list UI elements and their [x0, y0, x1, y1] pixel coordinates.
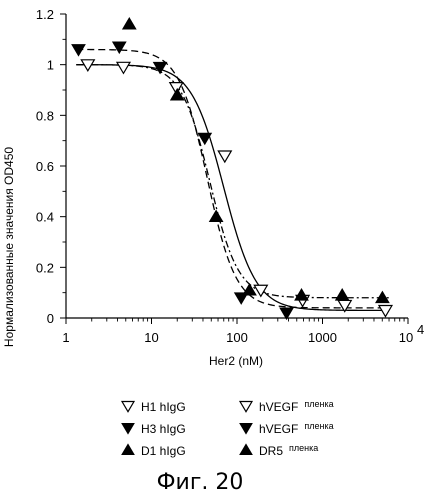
data-point-d1	[208, 209, 224, 223]
x-tick-label: 10	[399, 330, 413, 345]
x-tick-label: 10	[144, 330, 158, 345]
axes	[65, 14, 408, 319]
fit-curve-d1	[76, 64, 390, 299]
x-axis-title: Her2 (nM)	[209, 354, 263, 368]
data-point-d1	[169, 87, 185, 101]
y-tick-label: 1.2	[36, 7, 54, 22]
data-point-d1	[294, 288, 309, 301]
data-point-h3	[233, 292, 249, 305]
legend-label: H3 hIgG	[141, 422, 186, 436]
data-point-h3	[279, 307, 294, 321]
y-tick-label: 1	[47, 58, 54, 73]
legend-label: DR5	[259, 444, 283, 458]
data-point-d1	[121, 16, 137, 30]
plot-area	[71, 16, 394, 321]
legend-sublabel: пленка	[289, 443, 318, 453]
figure-caption: Фиг. 20	[157, 470, 244, 495]
fit-curve-h1	[76, 64, 390, 312]
data-point-d1	[242, 282, 257, 296]
legend-marker	[238, 400, 254, 413]
legend-marker	[121, 443, 135, 455]
data-point-d1	[375, 290, 390, 304]
legend-label: H1 hIgG	[141, 400, 186, 414]
legend-label: D1 hIgG	[141, 444, 186, 458]
x-tick-label: 1	[62, 330, 69, 345]
legend-label: hVEGF	[259, 400, 298, 414]
legend-sublabel: пленка	[304, 421, 333, 431]
legend: H1 hIgG hVEGF пленка H3 hIgG hVEGF пленка D1 h…	[120, 399, 334, 458]
data-point-h3	[111, 41, 127, 55]
data-point-h1	[253, 284, 269, 298]
x-tick-label: 1000	[308, 330, 337, 345]
x-tick-exponent: 4	[417, 322, 424, 337]
data-point-h3	[152, 61, 168, 75]
y-tick-label: 0	[47, 311, 54, 326]
y-axis-title: Нормализованные значения OD450	[2, 147, 16, 347]
data-point-h1	[115, 61, 132, 75]
data-point-h1	[217, 150, 233, 164]
legend-marker	[239, 423, 253, 435]
data-point-h1	[377, 304, 394, 318]
fit-curve-h3	[76, 48, 390, 309]
legend-marker	[120, 400, 136, 413]
y-tick-label: 0.4	[36, 210, 54, 225]
ticks: 1 10 100 1000 10 4 0 0.2 0.4 0.6 0.8 1 1.2	[36, 7, 424, 345]
data-point-h1	[168, 81, 184, 95]
data-point-h3	[71, 44, 86, 57]
legend-marker	[239, 443, 253, 455]
legend-label: hVEGF	[259, 422, 298, 436]
legend-marker	[121, 423, 135, 435]
y-tick-label: 0.8	[36, 108, 54, 123]
x-tick-label: 100	[226, 330, 248, 345]
data-point-h3	[197, 132, 213, 146]
legend-sublabel: пленка	[304, 399, 333, 409]
data-point-h1	[80, 59, 96, 73]
y-tick-label: 0.2	[36, 260, 54, 275]
data-point-d1	[334, 288, 350, 301]
y-tick-label: 0.6	[36, 159, 54, 174]
